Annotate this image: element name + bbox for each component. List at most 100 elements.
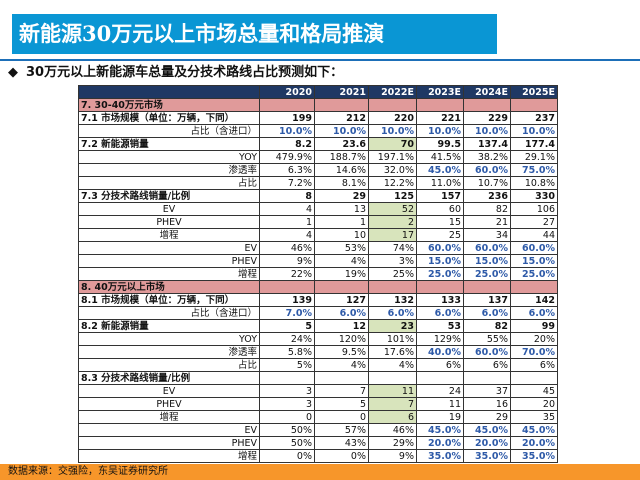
table-cell: 4% xyxy=(314,254,369,268)
table-cell: 221 xyxy=(416,111,464,125)
table-cell: 50% xyxy=(259,436,315,450)
table-row: PHEV 50% 43% 29% 20.0% 20.0% 20.0% xyxy=(78,436,558,450)
table-cell: 106 xyxy=(510,202,558,216)
table-cell: 53 xyxy=(416,319,464,333)
table-cell: 139 xyxy=(259,293,315,307)
table-cell xyxy=(416,280,464,294)
table-cell: 38.2% xyxy=(463,150,511,164)
row-label: 占比（含进口） xyxy=(78,124,260,138)
table-row: 渗透率 5.8% 9.5% 17.6% 40.0% 60.0% 70.0% xyxy=(78,345,558,359)
table-cell: 101% xyxy=(368,332,417,346)
row-label: 渗透率 xyxy=(78,163,260,177)
table-cell: 220 xyxy=(368,111,417,125)
row-label: 增程 xyxy=(78,267,260,281)
table-cell: 12.2% xyxy=(368,176,417,190)
table-row: 增程 4 10 17 25 34 44 xyxy=(78,228,558,242)
row-label: PHEV xyxy=(78,436,260,450)
row-label: 8.2 新能源销量 xyxy=(78,319,260,333)
table-cell: 44 xyxy=(510,228,558,242)
row-label: 增程 xyxy=(78,410,260,424)
table-cell: 4% xyxy=(368,358,417,372)
table-cell: 479.9% xyxy=(259,150,315,164)
row-label: 占比 xyxy=(78,176,260,190)
table-cell: 125 xyxy=(368,189,417,203)
table-cell: 7 xyxy=(368,397,417,411)
table-cell: 6% xyxy=(463,358,511,372)
table-cell: 11.0% xyxy=(416,176,464,190)
table-cell: 0% xyxy=(259,449,315,463)
row-label: 7. 30-40万元市场 xyxy=(78,98,260,112)
row-label: 占比（含进口） xyxy=(78,306,260,320)
subtitle: ◆ 30万元以上新能源车总量及分技术路线占比预测如下： xyxy=(8,64,343,82)
table-cell: 6.0% xyxy=(463,306,511,320)
table-cell: 60 xyxy=(416,202,464,216)
table-cell: 70.0% xyxy=(510,345,558,359)
table-cell xyxy=(510,280,558,294)
row-label: 8.3 分技术路线销量/比例 xyxy=(78,371,260,385)
row-label: PHEV xyxy=(78,215,260,229)
column-header: 2020 xyxy=(259,85,315,99)
table-cell: 10.0% xyxy=(259,124,315,138)
table-cell: 20.0% xyxy=(463,436,511,450)
table-cell: 10.0% xyxy=(314,124,369,138)
table-cell: 25.0% xyxy=(416,267,464,281)
table-cell: 13 xyxy=(314,202,369,216)
forecast-table: 2020 2021 2022E 2023E 2024E 2025E 7. 30-40万元市场… xyxy=(78,85,558,463)
table-cell: 74% xyxy=(368,241,417,255)
table-cell xyxy=(510,98,558,112)
table-cell: 50% xyxy=(259,423,315,437)
table-row: EV 4 13 52 60 82 106 xyxy=(78,202,558,216)
table-cell: 99 xyxy=(510,319,558,333)
row-label: 增程 xyxy=(78,449,260,463)
row-label: PHEV xyxy=(78,397,260,411)
table-cell: 197.1% xyxy=(368,150,417,164)
table-cell: 133 xyxy=(416,293,464,307)
table-cell: 236 xyxy=(463,189,511,203)
table-cell: 45.0% xyxy=(416,423,464,437)
table-cell: 52 xyxy=(368,202,417,216)
table-cell: 27 xyxy=(510,215,558,229)
table-cell: 212 xyxy=(314,111,369,125)
table-cell: 60.0% xyxy=(463,163,511,177)
table-cell: 129% xyxy=(416,332,464,346)
table-cell: 6.3% xyxy=(259,163,315,177)
table-cell: 75.0% xyxy=(510,163,558,177)
row-label: 8.1 市场规模（单位：万辆，下同） xyxy=(78,293,260,307)
table-cell: 60.0% xyxy=(463,241,511,255)
subtitle-text: 30万元以上新能源车总量及分技术路线占比预测如下： xyxy=(26,65,344,80)
table-cell: 32.0% xyxy=(368,163,417,177)
row-label: 8. 40万元以上市场 xyxy=(78,280,260,294)
row-label: 7.1 市场规模（单位：万辆，下同） xyxy=(78,111,260,125)
table-cell: 35.0% xyxy=(510,449,558,463)
table-cell: 23 xyxy=(368,319,417,333)
table-row: 增程 0 0 6 19 29 35 xyxy=(78,410,558,424)
row-label: 占比 xyxy=(78,358,260,372)
table-cell: 53% xyxy=(314,241,369,255)
row-label: EV xyxy=(78,384,260,398)
table-cell xyxy=(314,280,369,294)
table-cell: 35.0% xyxy=(463,449,511,463)
table-cell xyxy=(510,371,558,385)
table-cell xyxy=(416,98,464,112)
table-cell: 5 xyxy=(314,397,369,411)
table-cell: 10.7% xyxy=(463,176,511,190)
column-header xyxy=(78,85,260,99)
table-cell: 29 xyxy=(314,189,369,203)
table-cell: 46% xyxy=(368,423,417,437)
table-cell: 10.0% xyxy=(368,124,417,138)
table-cell: 15 xyxy=(416,215,464,229)
table-cell: 6% xyxy=(510,358,558,372)
table-row: 占比（含进口） 7.0% 6.0% 6.0% 6.0% 6.0% 6.0% xyxy=(78,306,558,320)
column-header: 2024E xyxy=(463,85,511,99)
table-cell: 19 xyxy=(416,410,464,424)
table-cell: 7.0% xyxy=(259,306,315,320)
row-label: 7.2 新能源销量 xyxy=(78,137,260,151)
table-cell: 4 xyxy=(259,202,315,216)
table-cell: 57% xyxy=(314,423,369,437)
table-cell: 0 xyxy=(259,410,315,424)
row-label: 渗透率 xyxy=(78,345,260,359)
table-cell: 45.0% xyxy=(416,163,464,177)
header-row: 2020 2021 2022E 2023E 2024E 2025E xyxy=(78,85,558,99)
row-label: EV xyxy=(78,423,260,437)
table-cell: 20.0% xyxy=(510,436,558,450)
